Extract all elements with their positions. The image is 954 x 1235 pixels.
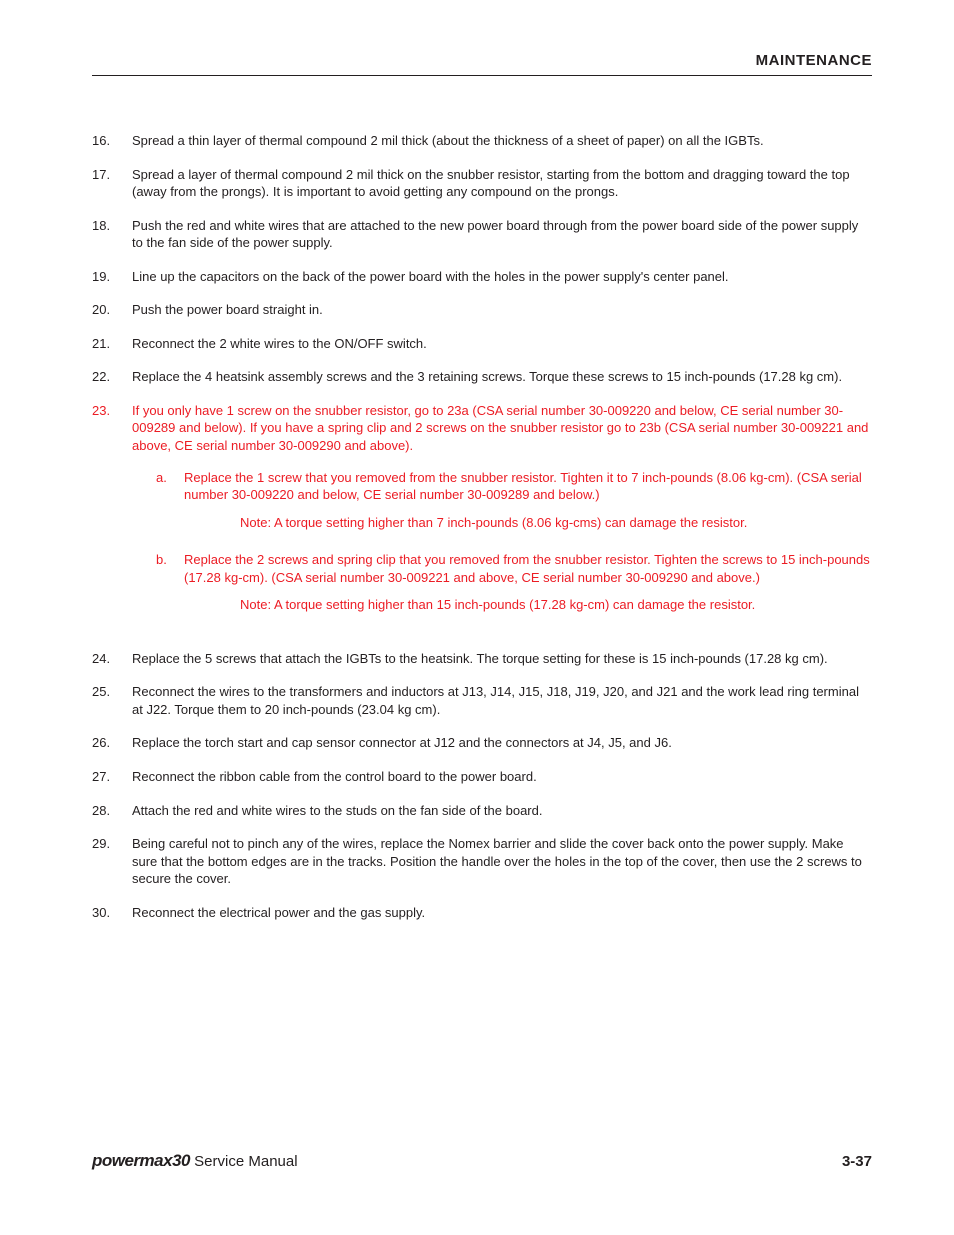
step-number: 17. xyxy=(92,166,132,201)
instruction-list: 16. Spread a thin layer of thermal compo… xyxy=(92,132,872,921)
step-23b: b. Replace the 2 screws and spring clip … xyxy=(156,551,872,620)
step-20: 20. Push the power board straight in. xyxy=(92,301,872,319)
step-text: Replace the 5 screws that attach the IGB… xyxy=(132,650,872,668)
step-number: 23. xyxy=(92,402,132,634)
note-label: Note: xyxy=(240,515,271,530)
step-text: Push the power board straight in. xyxy=(132,301,872,319)
step-number: 16. xyxy=(92,132,132,150)
step-text: If you only have 1 screw on the snubber … xyxy=(132,402,872,634)
footer-left: powermax30 Service Manual xyxy=(92,1151,298,1171)
step-23: 23. If you only have 1 screw on the snub… xyxy=(92,402,872,634)
substep-letter: a. xyxy=(156,469,184,538)
note-label: Note: xyxy=(240,597,271,612)
page-header: MAINTENANCE xyxy=(92,52,872,76)
step-text: Push the red and white wires that are at… xyxy=(132,217,872,252)
document-title: Service Manual xyxy=(190,1153,298,1170)
step-number: 19. xyxy=(92,268,132,286)
substep-text: Replace the 1 screw that you removed fro… xyxy=(184,469,872,538)
page-content: MAINTENANCE 16. Spread a thin layer of t… xyxy=(0,0,954,977)
step-text: Reconnect the 2 white wires to the ON/OF… xyxy=(132,335,872,353)
step-number: 26. xyxy=(92,734,132,752)
step-28: 28. Attach the red and white wires to th… xyxy=(92,802,872,820)
page-footer: powermax30 Service Manual 3-37 xyxy=(92,1151,872,1171)
step-number: 29. xyxy=(92,835,132,888)
brand-name: powermax30 xyxy=(92,1151,190,1170)
step-number: 21. xyxy=(92,335,132,353)
step-23b-note: Note: A torque setting higher than 15 in… xyxy=(240,596,872,614)
step-24: 24. Replace the 5 screws that attach the… xyxy=(92,650,872,668)
substep-letter: b. xyxy=(156,551,184,620)
step-23b-text: Replace the 2 screws and spring clip tha… xyxy=(184,552,870,585)
step-number: 28. xyxy=(92,802,132,820)
step-23a: a. Replace the 1 screw that you removed … xyxy=(156,469,872,538)
step-text: Being careful not to pinch any of the wi… xyxy=(132,835,872,888)
step-text: Reconnect the wires to the transformers … xyxy=(132,683,872,718)
step-29: 29. Being careful not to pinch any of th… xyxy=(92,835,872,888)
step-23-intro: If you only have 1 screw on the snubber … xyxy=(132,403,868,453)
step-number: 22. xyxy=(92,368,132,386)
step-text: Reconnect the ribbon cable from the cont… xyxy=(132,768,872,786)
step-22: 22. Replace the 4 heatsink assembly scre… xyxy=(92,368,872,386)
step-text: Spread a layer of thermal compound 2 mil… xyxy=(132,166,872,201)
step-26: 26. Replace the torch start and cap sens… xyxy=(92,734,872,752)
step-27: 27. Reconnect the ribbon cable from the … xyxy=(92,768,872,786)
step-23a-text: Replace the 1 screw that you removed fro… xyxy=(184,470,862,503)
step-text: Attach the red and white wires to the st… xyxy=(132,802,872,820)
step-16: 16. Spread a thin layer of thermal compo… xyxy=(92,132,872,150)
note-text: A torque setting higher than 15 inch-pou… xyxy=(274,597,755,612)
step-number: 18. xyxy=(92,217,132,252)
step-25: 25. Reconnect the wires to the transform… xyxy=(92,683,872,718)
note-text: A torque setting higher than 7 inch-poun… xyxy=(274,515,747,530)
step-number: 25. xyxy=(92,683,132,718)
step-text: Reconnect the electrical power and the g… xyxy=(132,904,872,922)
step-text: Replace the 4 heatsink assembly screws a… xyxy=(132,368,872,386)
step-17: 17. Spread a layer of thermal compound 2… xyxy=(92,166,872,201)
page-number: 3-37 xyxy=(842,1153,872,1170)
step-30: 30. Reconnect the electrical power and t… xyxy=(92,904,872,922)
substep-text: Replace the 2 screws and spring clip tha… xyxy=(184,551,872,620)
step-number: 20. xyxy=(92,301,132,319)
step-text: Replace the torch start and cap sensor c… xyxy=(132,734,872,752)
step-text: Spread a thin layer of thermal compound … xyxy=(132,132,872,150)
step-23-sublist: a. Replace the 1 screw that you removed … xyxy=(132,469,872,620)
step-text: Line up the capacitors on the back of th… xyxy=(132,268,872,286)
step-18: 18. Push the red and white wires that ar… xyxy=(92,217,872,252)
step-19: 19. Line up the capacitors on the back o… xyxy=(92,268,872,286)
step-number: 30. xyxy=(92,904,132,922)
step-number: 24. xyxy=(92,650,132,668)
step-23a-note: Note: A torque setting higher than 7 inc… xyxy=(240,514,872,532)
step-21: 21. Reconnect the 2 white wires to the O… xyxy=(92,335,872,353)
step-number: 27. xyxy=(92,768,132,786)
section-title: MAINTENANCE xyxy=(92,52,872,69)
